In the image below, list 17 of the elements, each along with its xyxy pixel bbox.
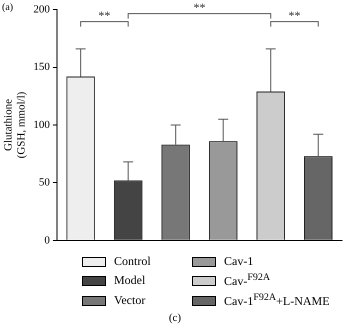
legend-label: Vector [114, 293, 146, 308]
y-tick-label: 0 [44, 234, 50, 246]
legend-label: Model [114, 273, 146, 288]
y-axis-title: Glutathione (GSH, mmol/l) [2, 91, 28, 158]
legend-label: Cav-$^{F92A}$ [224, 272, 270, 289]
text: (c) [168, 312, 182, 324]
y-tick-label: 100 [33, 118, 50, 131]
legend-label: Cav-1 [224, 254, 254, 269]
legend-label: Control [114, 254, 151, 269]
annotation: ** [98, 8, 110, 23]
y-tick-label: 150 [33, 61, 50, 74]
y-tick-label: 200 [33, 3, 50, 16]
legend-label: Cav-1$^{F92A}$+L-NAME [224, 292, 330, 309]
annotation: ** [193, 0, 206, 15]
text: (a) [2, 2, 14, 13]
annotation: ** [288, 8, 300, 23]
y-tick-label: 50 [38, 176, 50, 189]
